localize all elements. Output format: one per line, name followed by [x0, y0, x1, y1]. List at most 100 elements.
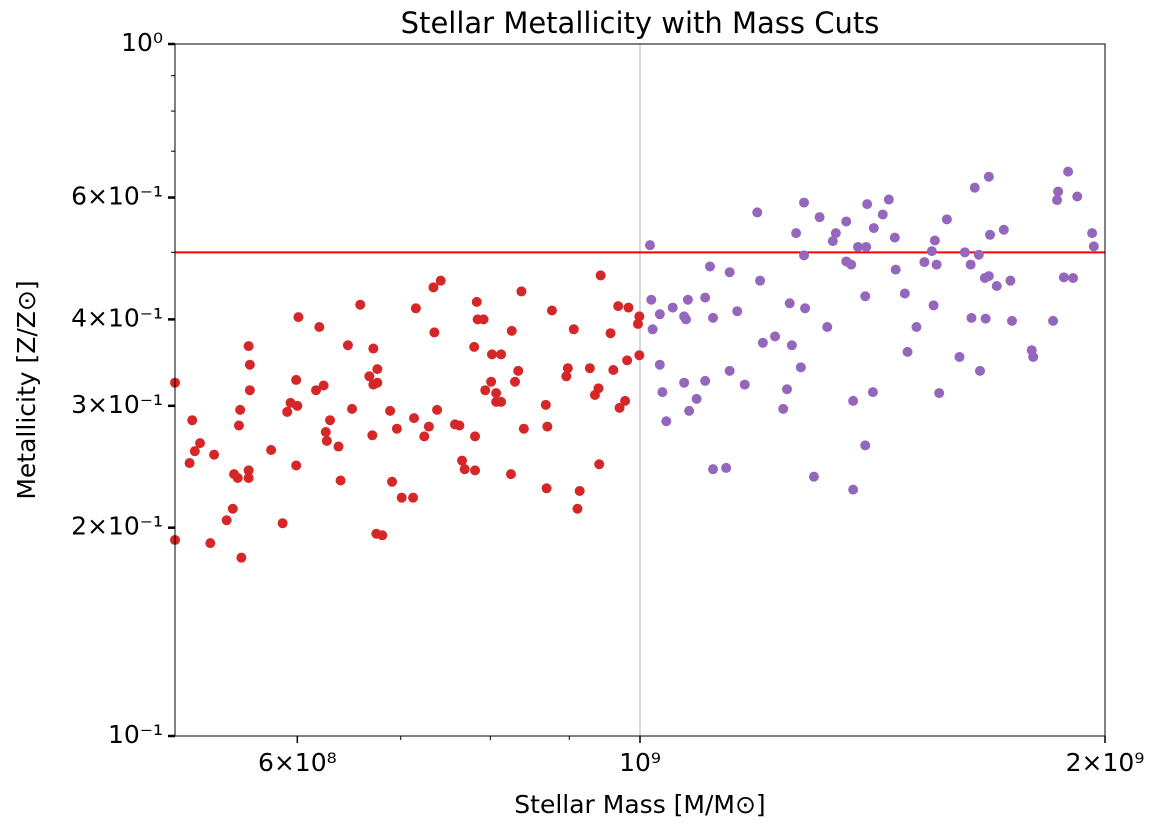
data-point	[724, 267, 735, 278]
data-point	[516, 286, 527, 297]
data-point	[959, 247, 970, 258]
y-tick-label: 6×10⁻¹	[71, 182, 163, 211]
data-point	[941, 214, 952, 225]
data-point	[708, 464, 719, 475]
data-point	[929, 235, 940, 246]
data-point	[784, 298, 795, 309]
data-point	[684, 405, 695, 416]
data-point	[983, 271, 994, 282]
data-point	[518, 423, 529, 434]
data-point	[562, 363, 573, 374]
data-point	[1005, 275, 1016, 286]
data-point	[700, 375, 711, 386]
data-point	[195, 438, 206, 449]
y-tick-label: 10⁻¹	[108, 720, 163, 749]
data-point	[568, 324, 579, 335]
data-point	[1063, 166, 1074, 177]
data-point	[227, 503, 238, 514]
data-point	[496, 349, 507, 360]
data-point	[657, 387, 668, 398]
data-point	[1072, 191, 1083, 202]
y-tick-label: 10⁰	[121, 28, 163, 57]
data-point	[620, 395, 631, 406]
data-point	[708, 312, 719, 323]
data-point	[966, 312, 977, 323]
data-point	[311, 385, 322, 396]
data-point	[205, 538, 216, 549]
data-point	[367, 430, 378, 441]
data-point	[861, 241, 872, 252]
data-point	[622, 355, 633, 366]
data-point	[848, 395, 859, 406]
data-point	[799, 250, 810, 261]
data-point	[608, 364, 619, 375]
data-point	[364, 371, 375, 382]
data-point	[778, 403, 789, 414]
data-point	[991, 280, 1002, 291]
data-point	[486, 376, 497, 387]
data-point	[644, 240, 655, 251]
data-point	[868, 223, 879, 234]
data-point	[1068, 273, 1079, 284]
data-point	[333, 441, 344, 452]
data-point	[244, 359, 255, 370]
data-point	[209, 449, 220, 460]
data-point	[594, 459, 605, 470]
data-point	[233, 420, 244, 431]
data-point	[1087, 228, 1098, 239]
data-point	[429, 327, 440, 338]
data-point	[572, 503, 583, 514]
data-point	[954, 351, 965, 362]
data-point	[561, 371, 572, 382]
data-point	[244, 385, 255, 396]
data-point	[459, 464, 470, 475]
data-point	[505, 469, 516, 480]
data-point	[848, 484, 859, 495]
data-point	[291, 374, 302, 385]
data-point	[321, 435, 332, 446]
data-point	[435, 275, 446, 286]
data-point	[853, 241, 864, 252]
data-point	[243, 472, 254, 483]
data-point	[795, 362, 806, 373]
data-point	[721, 462, 732, 473]
data-point	[1006, 315, 1017, 326]
data-point	[1053, 186, 1064, 197]
data-point	[799, 197, 810, 208]
data-point	[471, 296, 482, 307]
data-point	[408, 492, 419, 503]
data-point	[486, 349, 497, 360]
data-point	[919, 257, 930, 268]
data-point	[243, 341, 254, 352]
data-point	[623, 302, 634, 313]
data-point	[325, 415, 336, 426]
data-point	[282, 406, 293, 417]
data-point	[827, 236, 838, 247]
data-point	[867, 387, 878, 398]
data-point	[928, 300, 939, 311]
data-point	[998, 224, 1009, 235]
data-point	[541, 483, 552, 494]
data-point	[724, 365, 735, 376]
data-point	[595, 270, 606, 281]
x-tick-label: 2×10⁹	[1066, 748, 1145, 777]
data-point	[605, 328, 616, 339]
data-point	[883, 194, 894, 205]
data-point	[814, 212, 825, 223]
data-point	[926, 246, 937, 257]
data-point	[985, 229, 996, 240]
data-point	[593, 383, 604, 394]
data-point	[372, 377, 383, 388]
data-point	[355, 299, 366, 310]
data-point	[1088, 241, 1099, 252]
data-point	[975, 365, 986, 376]
data-point	[846, 259, 857, 270]
data-point	[965, 259, 976, 270]
data-point	[791, 228, 802, 239]
y-tick-label: 4×10⁻¹	[71, 303, 163, 332]
y-tick-label: 2×10⁻¹	[71, 512, 163, 541]
data-point	[574, 485, 585, 496]
data-point	[646, 294, 657, 305]
data-point	[292, 400, 303, 411]
